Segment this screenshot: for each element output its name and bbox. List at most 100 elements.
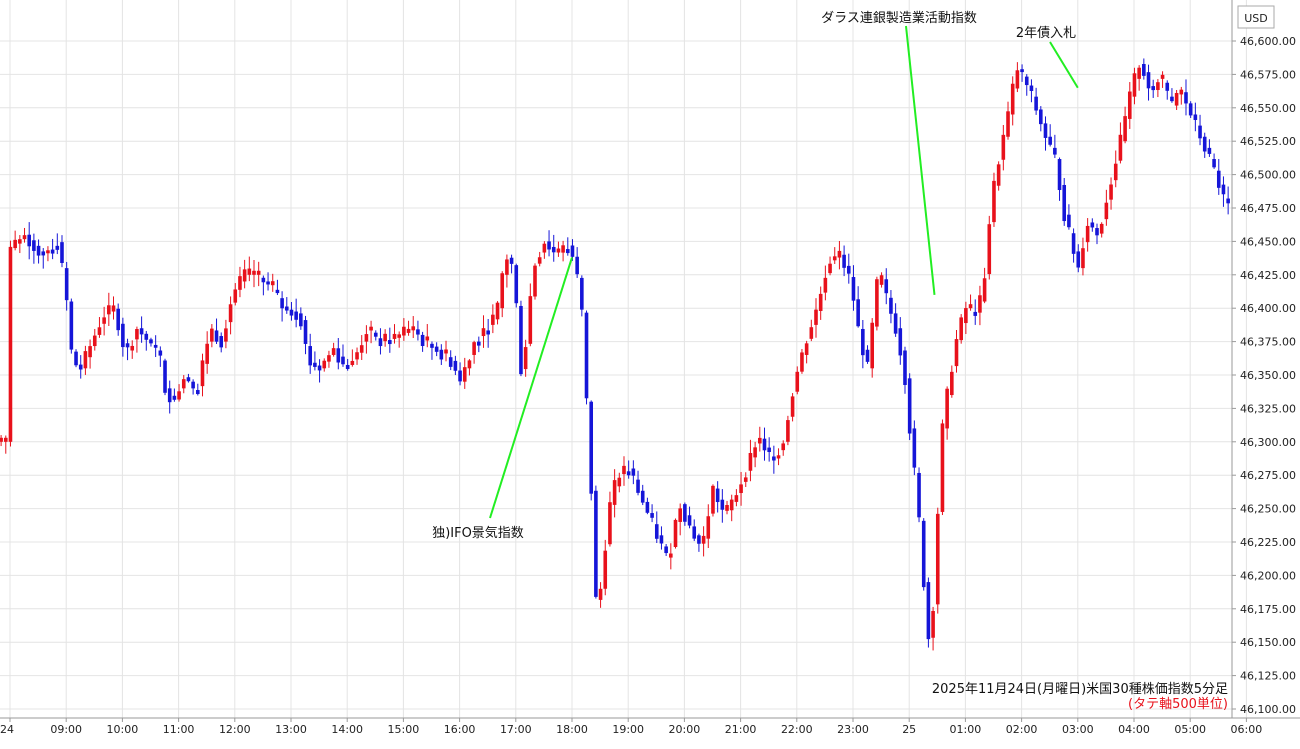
- candle-body: [1015, 70, 1020, 89]
- candle-body: [205, 343, 209, 364]
- candle-body: [1067, 214, 1071, 228]
- candle-body: [1226, 198, 1230, 204]
- candle-body: [27, 234, 32, 247]
- candle-body: [430, 343, 434, 348]
- candle-body: [1198, 125, 1202, 139]
- candle-body: [196, 390, 200, 395]
- candle-body: [294, 311, 298, 320]
- candle-body: [224, 328, 228, 342]
- candle-body: [940, 423, 945, 512]
- candle-body: [0, 437, 3, 442]
- candle-body: [341, 356, 345, 365]
- candle-body: [762, 438, 767, 451]
- candle-body: [359, 345, 364, 353]
- candle-body: [912, 428, 917, 468]
- y-tick-label: 46,500.00: [1240, 169, 1296, 182]
- candle-body: [299, 313, 303, 327]
- candle-body: [125, 343, 130, 348]
- candle-body: [551, 246, 556, 253]
- candle-body: [1048, 136, 1052, 145]
- y-tick-label: 46,225.00: [1240, 536, 1296, 549]
- y-tick-label: 46,250.00: [1240, 503, 1296, 516]
- candle-body: [172, 395, 177, 400]
- candle-body: [167, 388, 172, 403]
- candle-body: [1216, 170, 1221, 188]
- candle-body: [818, 293, 823, 311]
- candle-body: [706, 516, 711, 539]
- candle-body: [612, 480, 617, 505]
- candle-body: [327, 355, 331, 362]
- y-tick-label: 46,200.00: [1240, 569, 1296, 582]
- candle-body: [547, 241, 551, 250]
- candle-body: [388, 340, 392, 345]
- candle-body: [406, 328, 411, 333]
- candle-body: [748, 452, 753, 471]
- candle-body: [851, 277, 856, 301]
- candle-body: [926, 582, 931, 640]
- candle-body: [186, 377, 191, 382]
- y-tick-label: 46,150.00: [1240, 636, 1296, 649]
- candle-body: [322, 360, 327, 369]
- candle-body: [701, 535, 706, 544]
- candle-body: [893, 313, 898, 334]
- candle-body: [659, 535, 664, 544]
- candle-body: [697, 535, 701, 544]
- candle-body: [645, 501, 650, 513]
- candle-body: [1170, 96, 1174, 102]
- candle-body: [982, 278, 987, 302]
- candle-body: [139, 328, 144, 335]
- x-tick-label: 12:00: [219, 723, 251, 736]
- candle-body: [753, 447, 757, 458]
- candle-body: [1010, 83, 1015, 115]
- candle-body: [373, 332, 378, 337]
- candle-body: [1193, 114, 1198, 120]
- candle-body: [992, 180, 996, 223]
- candle-body: [1062, 184, 1067, 222]
- currency-label: USD: [1244, 12, 1268, 25]
- candle-body: [996, 164, 1001, 186]
- candle-body: [898, 328, 903, 356]
- candle-body: [1095, 228, 1099, 236]
- candle-body: [458, 370, 462, 382]
- candle-body: [945, 388, 949, 429]
- candle-body: [1123, 116, 1127, 142]
- candle-body: [814, 309, 818, 325]
- candle-body: [55, 245, 60, 250]
- candle-body: [303, 320, 308, 344]
- candle-body: [1151, 86, 1156, 91]
- candle-body: [776, 455, 781, 459]
- candle-body: [439, 349, 444, 360]
- x-tick-label: 11:00: [163, 723, 195, 736]
- candle-body: [603, 550, 608, 589]
- candle-body: [828, 263, 832, 274]
- candle-body: [1146, 72, 1151, 89]
- candle-body: [537, 257, 542, 264]
- candle-body: [837, 250, 842, 258]
- candle-body: [772, 456, 776, 461]
- x-tick-label: 01:00: [950, 723, 982, 736]
- candle-body: [444, 349, 448, 354]
- candle-body: [1109, 184, 1113, 200]
- candle-body: [589, 401, 594, 494]
- candle-body: [800, 352, 804, 372]
- y-tick-label: 46,375.00: [1240, 336, 1296, 349]
- candle-body: [200, 360, 205, 387]
- candle-body: [505, 259, 509, 275]
- candle-body: [32, 240, 36, 251]
- candle-body: [135, 329, 139, 340]
- candle-body: [74, 351, 78, 366]
- candle-body: [711, 485, 715, 514]
- candle-body: [790, 396, 795, 417]
- candle-body: [654, 524, 659, 539]
- x-tick-label: 05:00: [1174, 723, 1206, 736]
- annotation-leader: [1049, 41, 1079, 89]
- candle-body: [870, 322, 875, 369]
- candle-body: [481, 328, 486, 337]
- candle-body: [256, 270, 261, 275]
- candle-body: [88, 346, 92, 358]
- y-tick-label: 46,175.00: [1240, 603, 1296, 616]
- candle-body: [1142, 64, 1146, 76]
- candle-body: [626, 471, 631, 476]
- candle-body: [842, 254, 846, 268]
